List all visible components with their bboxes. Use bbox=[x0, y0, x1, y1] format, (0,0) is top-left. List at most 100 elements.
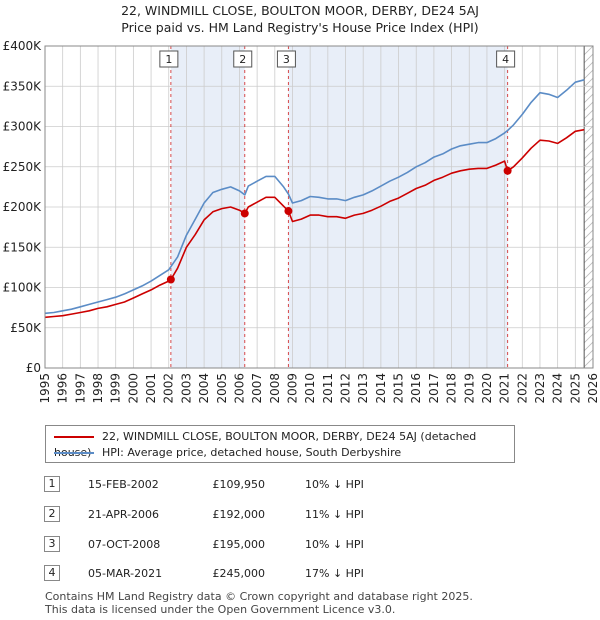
transaction-hpi-diff: 10% ↓ HPI bbox=[305, 538, 364, 551]
footer-line1: Contains HM Land Registry data © Crown c… bbox=[45, 590, 473, 603]
legend-item-property: 22, WINDMILL CLOSE, BOULTON MOOR, DERBY,… bbox=[54, 429, 514, 459]
hatch-line bbox=[584, 173, 594, 184]
transaction-points bbox=[166, 166, 512, 284]
chart-title: 22, WINDMILL CLOSE, BOULTON MOOR, DERBY,… bbox=[0, 2, 600, 36]
footer-line2: This data is licensed under the Open Gov… bbox=[45, 603, 396, 616]
transaction-date: 05-MAR-2021 bbox=[88, 567, 163, 580]
property-line bbox=[44, 128, 585, 319]
hatch-line bbox=[584, 149, 594, 160]
y-tick-label: £150K bbox=[3, 240, 43, 254]
hatch-line bbox=[584, 277, 594, 288]
hatch-line bbox=[584, 61, 594, 72]
hatch-line bbox=[584, 157, 594, 168]
x-tick-label: 2015 bbox=[392, 373, 406, 404]
transaction-point bbox=[240, 209, 249, 218]
transaction-price: £195,000 bbox=[212, 538, 266, 551]
transaction-number: 3 bbox=[44, 536, 60, 552]
transaction-hpi-diff: 11% ↓ HPI bbox=[305, 508, 364, 521]
transaction-markers: 1 2 3 4 bbox=[159, 50, 516, 68]
axes: £0 £50K £100K £150K £200K £250K £300K £350K £400… bbox=[3, 39, 600, 404]
hatch-line bbox=[584, 6, 593, 15]
x-tick-label: 2019 bbox=[462, 373, 476, 404]
x-tick-label: 2003 bbox=[179, 373, 193, 404]
x-tick-label: 2008 bbox=[268, 373, 282, 404]
hatch-line bbox=[584, 317, 594, 328]
hatch-line bbox=[584, 261, 594, 272]
hatch-line bbox=[584, 22, 593, 31]
hatch-line bbox=[584, 325, 594, 336]
x-tick-label: 2009 bbox=[285, 373, 299, 404]
legend-item-hpi: HPI: Average price, detached house, Sout… bbox=[54, 445, 401, 461]
plot-frame bbox=[44, 45, 594, 369]
hatch-line bbox=[584, 117, 594, 128]
x-tick-label: 1998 bbox=[91, 373, 105, 404]
legend-label-hpi: HPI: Average price, detached house, Sout… bbox=[102, 446, 402, 459]
x-tick-label: 2002 bbox=[162, 373, 176, 404]
transaction-point bbox=[284, 207, 293, 216]
price-chart: £0 £50K £100K £150K £200K £250K £300K £350K £400… bbox=[3, 6, 600, 404]
x-tick-label: 1996 bbox=[56, 373, 70, 404]
transaction-date: 07-OCT-2008 bbox=[88, 538, 161, 551]
x-tick-label: 2005 bbox=[215, 373, 229, 404]
hatch-line bbox=[584, 181, 594, 192]
x-tick-label: 2011 bbox=[321, 373, 335, 404]
x-tick-label: 2025 bbox=[568, 373, 582, 404]
hatch-line bbox=[584, 237, 594, 248]
x-tick-label: 2016 bbox=[409, 373, 423, 404]
transaction-row: 2 21-APR-2006 £192,000 11% ↓ HPI bbox=[0, 505, 600, 525]
transaction-date: 21-APR-2006 bbox=[88, 508, 160, 521]
hatch-line bbox=[584, 93, 594, 104]
hatch-line bbox=[584, 53, 594, 64]
hatch-line bbox=[584, 293, 594, 304]
hatch-line bbox=[584, 253, 594, 264]
transaction-row: 4 05-MAR-2021 £245,000 17% ↓ HPI bbox=[0, 564, 600, 584]
marker-label: 3 bbox=[283, 53, 290, 66]
hatch-line bbox=[584, 165, 594, 176]
x-tick-label: 2017 bbox=[427, 373, 441, 404]
transaction-number: 1 bbox=[44, 476, 60, 492]
marker-label: 4 bbox=[502, 53, 509, 66]
hatch-line bbox=[584, 189, 594, 200]
x-tick-label: 2000 bbox=[126, 373, 140, 404]
y-tick-label: £0 bbox=[26, 361, 41, 375]
x-tick-label: 2007 bbox=[250, 373, 264, 404]
transaction-date: 15-FEB-2002 bbox=[88, 478, 159, 491]
future-hatch bbox=[584, 6, 594, 368]
hatch-line bbox=[584, 125, 594, 136]
x-tick-label: 2023 bbox=[533, 373, 547, 404]
y-tick-label: £100K bbox=[3, 281, 43, 295]
transaction-number: 2 bbox=[44, 506, 60, 522]
x-tick-label: 2021 bbox=[498, 373, 512, 404]
hatch-line bbox=[584, 197, 594, 208]
hatch-line bbox=[584, 357, 594, 368]
transaction-hpi-diff: 17% ↓ HPI bbox=[305, 567, 364, 580]
transaction-price: £109,950 bbox=[212, 478, 266, 491]
x-tick-label: 1997 bbox=[73, 373, 87, 404]
hatch-line bbox=[584, 30, 593, 39]
x-tick-label: 2006 bbox=[232, 373, 246, 404]
x-tick-label: 2004 bbox=[197, 373, 211, 404]
x-tick-label: 2022 bbox=[515, 373, 529, 404]
hatch-line bbox=[584, 349, 594, 360]
x-tick-label: 2013 bbox=[356, 373, 370, 404]
transaction-row: 3 07-OCT-2008 £195,000 10% ↓ HPI bbox=[0, 535, 600, 555]
transaction-price: £245,000 bbox=[212, 567, 266, 580]
marker-label: 1 bbox=[165, 53, 172, 66]
x-tick-label: 2024 bbox=[551, 373, 565, 404]
transaction-point bbox=[503, 166, 512, 175]
y-tick-label: £400K bbox=[3, 39, 43, 53]
y-tick-label: £50K bbox=[10, 321, 42, 335]
hatch-line bbox=[584, 341, 594, 352]
hatch-line bbox=[584, 269, 594, 280]
x-tick-label: 2010 bbox=[303, 373, 317, 404]
transaction-row: 1 15-FEB-2002 £109,950 10% ↓ HPI bbox=[0, 475, 600, 495]
y-tick-label: £350K bbox=[3, 79, 43, 93]
footer: Contains HM Land Registry data © Crown c… bbox=[45, 590, 473, 616]
hatch-line bbox=[584, 213, 594, 224]
x-tick-label: 2026 bbox=[586, 373, 600, 404]
marker-box bbox=[159, 50, 179, 68]
x-tick-label: 2018 bbox=[445, 373, 459, 404]
hatch-line bbox=[584, 14, 593, 23]
transaction-point bbox=[166, 275, 175, 284]
marker-box bbox=[496, 50, 516, 68]
